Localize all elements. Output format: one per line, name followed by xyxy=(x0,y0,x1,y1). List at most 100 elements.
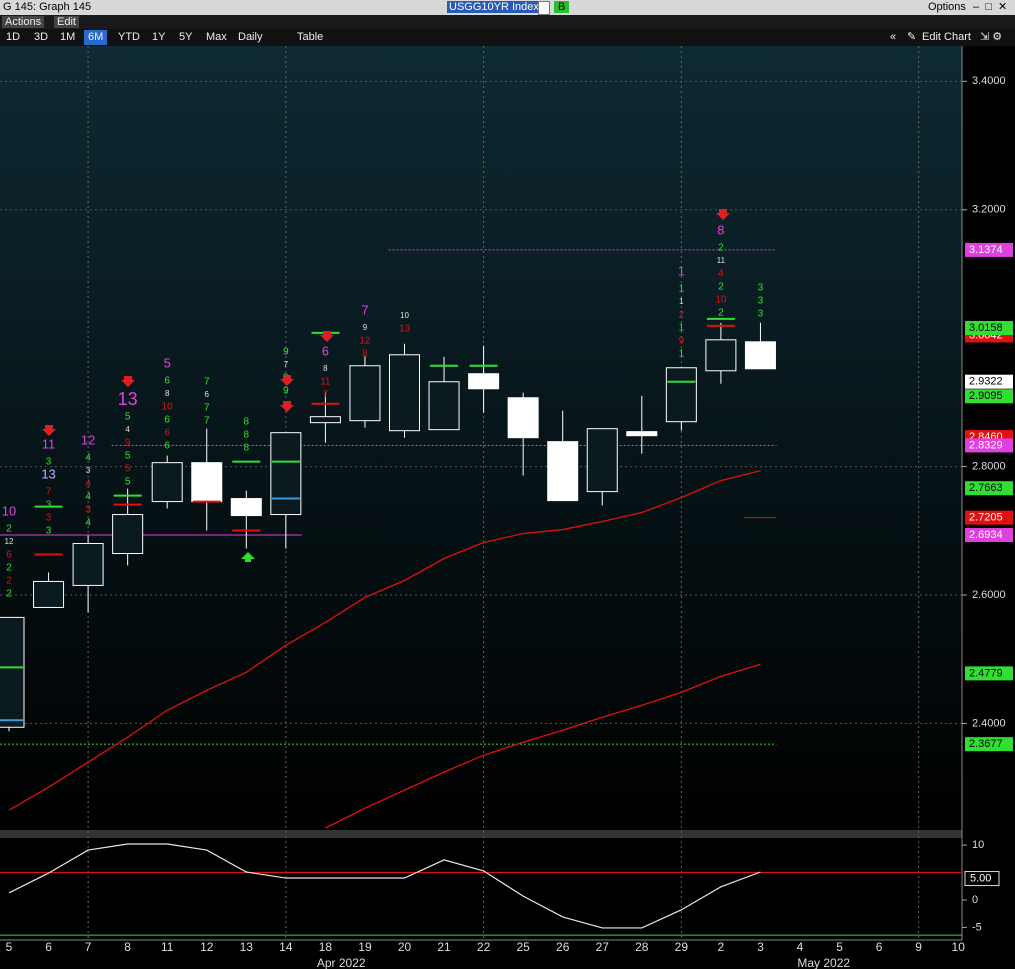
td-count: 13 xyxy=(41,466,55,481)
range-button[interactable]: YTD xyxy=(118,31,140,43)
td-count: 9 xyxy=(363,323,368,332)
td-count: 6 xyxy=(164,415,170,426)
range-toolbar: « ✎ Edit Chart ⇲ ⚙ 1D 3D 1M 6M YTD 1Y 5Y Max Dai… xyxy=(0,29,1015,46)
price-tag xyxy=(965,242,1013,257)
price-tag-label: 2.7663 xyxy=(969,482,1003,494)
x-group-label: May 2022 xyxy=(797,956,850,969)
td-count: 1 xyxy=(679,284,685,295)
td-count: 3 xyxy=(46,513,52,524)
price-tag-label: 3.1374 xyxy=(969,244,1003,256)
td-count: 1 xyxy=(679,323,685,334)
options-menu[interactable]: Options xyxy=(928,1,966,13)
x-tick-label: 14 xyxy=(279,940,293,954)
menu-bar: Actions Edit xyxy=(0,15,1015,29)
title-bar: G 145: Graph 145 USGG10YR Index B Option… xyxy=(0,0,1015,15)
td-count: 3 xyxy=(758,283,764,294)
settings-icons[interactable]: ⇲ ⚙ xyxy=(980,31,1003,43)
candle-body xyxy=(151,462,183,503)
candle-body xyxy=(72,542,104,586)
x-tick-label: 9 xyxy=(915,940,922,954)
y-tick-label: 0 xyxy=(972,894,978,906)
candle-body xyxy=(665,367,697,423)
candle-body xyxy=(33,580,65,608)
price-tag xyxy=(965,321,1013,336)
edit-chart-button[interactable]: Edit Chart xyxy=(922,31,971,43)
range-button[interactable]: Daily xyxy=(238,31,263,43)
actions-menu[interactable]: Actions xyxy=(2,16,45,28)
td-count: 6 xyxy=(205,390,210,399)
price-tag-label: 2.8329 xyxy=(969,439,1003,451)
price-tag xyxy=(965,374,1013,389)
candle-body xyxy=(507,397,539,439)
collapse-icon[interactable]: « xyxy=(890,31,897,43)
td-count: 7 xyxy=(361,302,368,317)
range-button[interactable]: 1D xyxy=(6,31,21,43)
td-arrows xyxy=(42,209,730,562)
td-count: 6 xyxy=(322,343,329,358)
price-tag xyxy=(965,510,1013,525)
range-button[interactable]: 1M xyxy=(60,31,76,43)
x-tick-label: 20 xyxy=(398,940,412,954)
candle-body xyxy=(705,339,737,372)
td-count: 3 xyxy=(85,505,91,516)
edit-menu[interactable]: Edit xyxy=(54,16,79,28)
price-panel-background xyxy=(0,46,962,830)
candle-body xyxy=(547,441,579,502)
td-count: 12 xyxy=(359,336,371,347)
range-button[interactable]: Max xyxy=(206,31,227,43)
price-tag-label: 2.4779 xyxy=(969,667,1003,679)
candle-body xyxy=(349,365,381,422)
td-count: 11 xyxy=(717,256,726,265)
price-tag xyxy=(965,438,1013,453)
window-title: G 145: Graph 145 xyxy=(3,1,92,13)
range-button[interactable]: 5Y xyxy=(179,31,193,43)
td-count: 5 xyxy=(125,477,131,488)
range-button[interactable]: 6M xyxy=(84,30,108,45)
x-group-label: Apr 2022 xyxy=(317,956,366,969)
x-tick-label: 2 xyxy=(718,940,725,954)
source-button[interactable]: B xyxy=(554,1,570,13)
td-count: 1 xyxy=(678,263,685,278)
td-count: 9 xyxy=(283,386,289,397)
candle-body xyxy=(230,498,262,517)
panel-divider[interactable] xyxy=(0,830,962,838)
td-count: 3 xyxy=(758,296,764,307)
td-count: 1 xyxy=(679,297,684,306)
td-count: 1 xyxy=(679,349,685,360)
buy-arrow xyxy=(241,552,255,562)
td-count: 6 xyxy=(164,428,170,439)
td-count: 2 xyxy=(6,576,12,587)
x-tick-label: 19 xyxy=(358,940,372,954)
range-button[interactable]: 1Y xyxy=(152,31,166,43)
td-count: 3 xyxy=(46,526,52,537)
td-count: 6 xyxy=(164,376,170,387)
td-count: 2 xyxy=(679,310,685,321)
sell-arrow xyxy=(716,209,730,220)
x-tick-label: 28 xyxy=(635,940,649,954)
edit-icon[interactable]: ✎ xyxy=(907,31,917,43)
x-tick-label: 7 xyxy=(85,940,92,954)
oscillator-tag-label: 5.00 xyxy=(970,872,991,884)
td-count: 4 xyxy=(85,492,91,503)
td-count: 8 xyxy=(244,417,250,428)
candle-body xyxy=(744,341,776,370)
x-tick-label: 18 xyxy=(319,940,333,954)
security-field[interactable]: USGG10YR Index xyxy=(447,1,539,13)
td-count: 5 xyxy=(125,451,131,462)
range-button[interactable]: 3D xyxy=(34,31,49,43)
sell-arrow xyxy=(121,376,135,387)
td-count: 3 xyxy=(46,457,52,468)
td-count: 7 xyxy=(46,487,52,498)
x-tick-label: 22 xyxy=(477,940,491,954)
candle-body xyxy=(468,373,500,390)
price-tag-label: 2.9322 xyxy=(969,376,1003,388)
window-controls[interactable]: – □ ✕ xyxy=(973,1,1008,13)
oscillator-tag xyxy=(964,871,1000,887)
range-button[interactable]: Table xyxy=(297,31,324,43)
x-tick-label: 8 xyxy=(124,940,131,954)
td-count: 2 xyxy=(718,243,724,254)
y-tick-label: -5 xyxy=(972,921,982,933)
security-dropdown[interactable] xyxy=(538,1,550,15)
td-count: 7 xyxy=(204,403,210,414)
price-tag-label: 2.3677 xyxy=(969,738,1003,750)
